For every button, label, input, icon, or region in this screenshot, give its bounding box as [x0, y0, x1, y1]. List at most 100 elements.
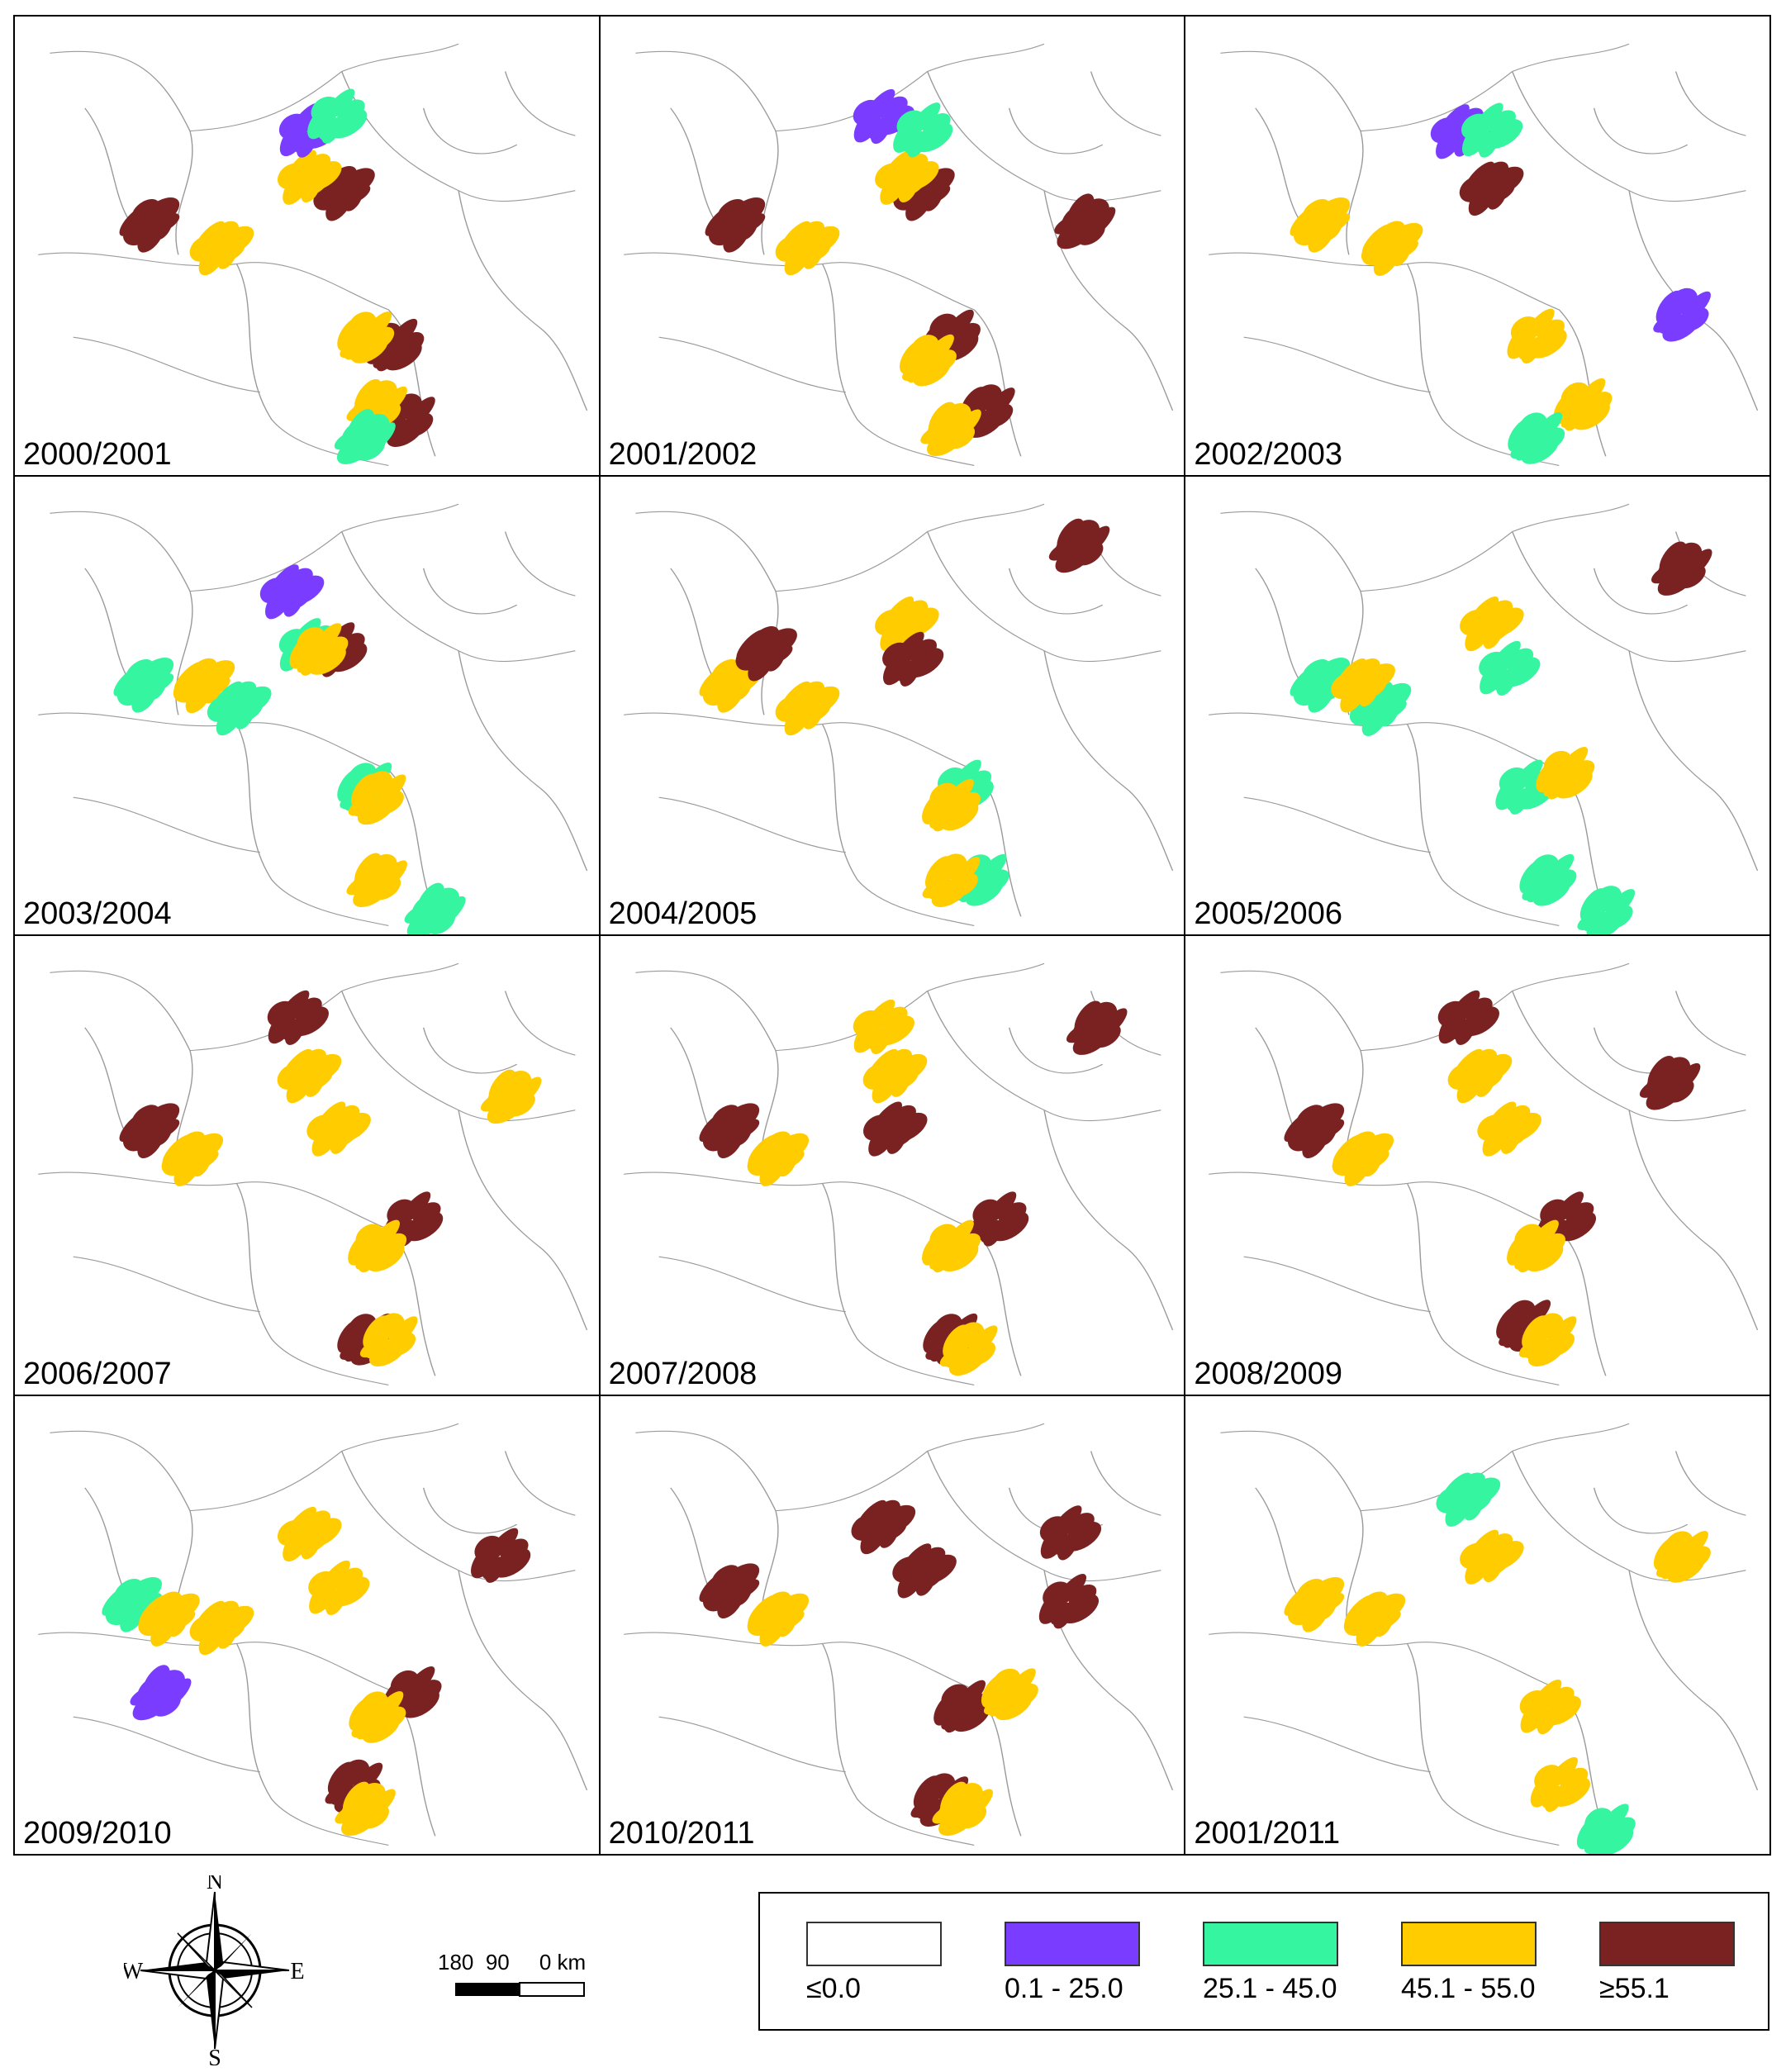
boundary-line: [926, 1450, 1161, 1581]
panel-year-label: 2004/2005: [608, 896, 758, 931]
map-patch-yellow: [1477, 1101, 1542, 1157]
boundary-line: [1559, 1228, 1607, 1376]
map-patch-yellow: [932, 1781, 993, 1836]
map-patch-yellow: [335, 1781, 396, 1836]
map-patch-brown: [881, 631, 943, 687]
boundary-line: [387, 309, 436, 457]
compass-west-label: W: [124, 1959, 144, 1984]
map-patch-yellow: [308, 1560, 370, 1615]
map-patch-yellow: [349, 1690, 406, 1743]
map-patch-yellow: [699, 657, 759, 713]
boundary-line: [341, 530, 576, 662]
boundary-line: [1220, 970, 1364, 1175]
map-panel: 2001/2011: [1184, 1394, 1771, 1856]
boundary-line: [73, 796, 260, 853]
map-patch-yellow: [337, 311, 395, 364]
legend-item: ≤0.0: [806, 1922, 947, 2005]
map-panel: 2007/2008: [598, 934, 1186, 1396]
boundary-line: [1008, 568, 1103, 615]
boundary-line: [821, 264, 975, 466]
boundary-line: [504, 71, 576, 136]
boundary-line: [235, 723, 389, 926]
map-patch-green: [334, 409, 396, 464]
panel-year-label: 2002/2003: [1194, 436, 1342, 472]
map-patch-yellow: [277, 150, 342, 205]
boundary-line: [1209, 1171, 1560, 1230]
map-patch-yellow: [1331, 658, 1396, 712]
map-panel: 2008/2009: [1184, 934, 1771, 1396]
legend-label: 45.1 - 55.0: [1401, 1973, 1536, 2004]
boundary-line: [422, 1027, 518, 1074]
boundary-line: [1512, 71, 1746, 202]
map-patch-yellow: [1332, 1131, 1394, 1186]
map-patch-yellow: [1361, 221, 1423, 276]
map-patch-brown: [119, 1103, 180, 1159]
boundary-line: [422, 107, 518, 154]
map-panel: 2006/2007: [13, 934, 601, 1396]
boundary-line: [1043, 1110, 1173, 1331]
scale-bar: 180 90 0 km: [438, 1950, 628, 2016]
boundary-line: [189, 962, 459, 1052]
map-svg: [623, 43, 1173, 466]
map-svg: [1209, 962, 1759, 1385]
boundary-line: [73, 1716, 260, 1772]
boundary-line: [458, 1110, 588, 1331]
boundary-line: [775, 503, 1045, 592]
boundary-line: [1008, 107, 1103, 154]
boundary-line: [422, 1487, 518, 1534]
map-patch-yellow: [775, 221, 839, 276]
map-patch-brown: [471, 1528, 531, 1583]
boundary-line: [341, 1450, 576, 1581]
map-patch-green: [1577, 885, 1636, 934]
compass-rose-icon: N S E W: [124, 1875, 305, 2065]
map-patch-brown: [313, 165, 375, 221]
map-patch-yellow: [1460, 596, 1524, 651]
map-patch-yellow: [921, 1219, 981, 1273]
boundary-line: [50, 511, 193, 715]
boundary-line: [73, 1256, 260, 1313]
map-patch-brown: [968, 1191, 1028, 1247]
map-patch-yellow: [1344, 1590, 1406, 1647]
boundary-line: [775, 1423, 1045, 1511]
map-patch-brown: [1640, 1055, 1701, 1110]
map-patch-purple: [1653, 288, 1712, 342]
map-patch-brown: [699, 1562, 759, 1618]
legend-swatch: [1401, 1922, 1537, 1966]
map-patch-brown: [1066, 1000, 1128, 1055]
map-patch-yellow: [747, 1590, 809, 1647]
boundary-line: [1675, 71, 1746, 136]
boundary-line: [1628, 650, 1759, 871]
map-patch-green: [404, 882, 466, 934]
boundary-line: [1594, 107, 1689, 154]
legend-swatch: [806, 1922, 942, 1966]
map-patch-green: [1479, 640, 1541, 696]
map-patch-yellow: [981, 1667, 1038, 1720]
map-patch-yellow: [919, 402, 981, 457]
map-patch-brown: [891, 1542, 957, 1598]
boundary-line: [1407, 723, 1560, 926]
map-patch-yellow: [939, 1322, 998, 1376]
panel-year-label: 2008/2009: [1194, 1356, 1342, 1391]
boundary-line: [623, 1632, 975, 1689]
map-patch-yellow: [1507, 1219, 1566, 1273]
boundary-line: [189, 503, 459, 592]
map-patch-green: [1436, 1471, 1501, 1527]
boundary-line: [926, 71, 1161, 202]
compass-east-label: E: [290, 1959, 304, 1984]
map-panel: 2003/2004: [13, 474, 601, 936]
boundary-line: [73, 336, 260, 393]
map-patch-green: [1577, 1803, 1636, 1854]
boundary-line: [1361, 962, 1630, 1052]
map-patch-yellow: [1507, 308, 1568, 364]
boundary-line: [926, 530, 1161, 662]
boundary-line: [1008, 1027, 1103, 1074]
legend: ≤0.0 0.1 - 25.0 25.1 - 45.0 45.1 - 55.0 ≥55.…: [758, 1892, 1769, 2031]
map-patch-yellow: [1536, 746, 1595, 800]
boundary-line: [1407, 1642, 1560, 1846]
map-patch-brown: [1284, 1103, 1345, 1159]
boundary-line: [1628, 190, 1759, 411]
boundary-line: [973, 309, 1022, 457]
map-patch-yellow: [138, 1590, 200, 1647]
map-patch-yellow: [359, 1313, 418, 1366]
map-svg: [623, 1423, 1173, 1846]
